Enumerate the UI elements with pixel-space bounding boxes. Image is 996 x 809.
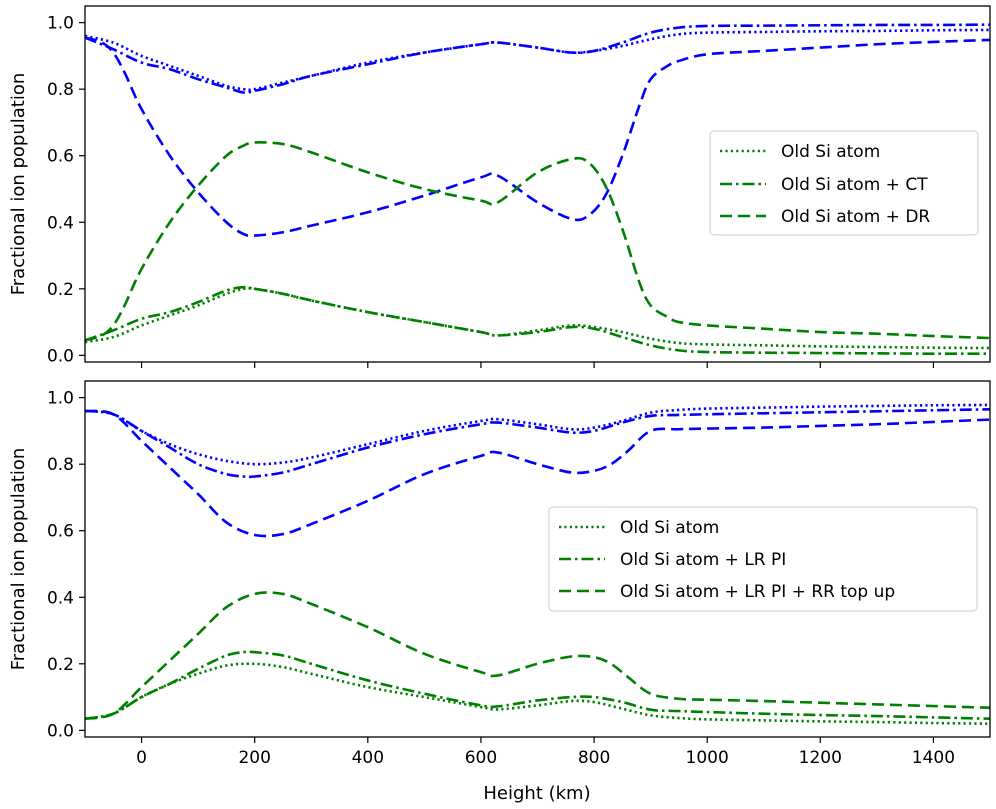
top-panel-ticks: 0.0 0.2 0.4 0.6 0.8 1.0 <box>47 14 935 368</box>
bottom-y-tick-label: 0.0 <box>47 721 74 741</box>
bottom-y-tick-label: 0.4 <box>47 588 74 608</box>
bottom-legend-box <box>548 506 978 612</box>
top-legend: Old Si atom Old Si atom + CT Old Si atom… <box>709 130 979 236</box>
top-panel: 0.0 0.2 0.4 0.6 0.8 1.0 Fractional ion popula… <box>8 5 991 368</box>
top-legend-label-0: Old Si atom <box>781 142 880 162</box>
bottom-y-axis-label: Fractional ion population <box>8 448 29 671</box>
x-axis-label: Height (km) <box>483 783 590 804</box>
bottom-series-line-2 <box>85 409 990 538</box>
bottom-legend-label-2: Old Si atom + LR PI + RR top up <box>620 582 895 602</box>
bottom-legend-label-1: Old Si atom + LR PI <box>620 550 786 570</box>
top-series-line-4 <box>85 285 990 356</box>
bottom-y-tick-label: 0.6 <box>47 522 74 542</box>
top-legend-box <box>709 130 979 236</box>
bottom-x-tick-label: 600 <box>465 748 497 768</box>
top-y-tick-label: 0.0 <box>47 346 74 366</box>
top-series-line-5 <box>85 141 990 342</box>
bottom-panel-series <box>85 403 990 725</box>
bottom-x-tick-label: 200 <box>238 748 270 768</box>
bottom-legend: Old Si atom Old Si atom + LR PI Old Si a… <box>548 506 978 612</box>
bottom-x-tick-label: 1200 <box>799 748 842 768</box>
bottom-panel-ticks: 0.0 0.2 0.4 0.6 0.8 1.0 0 200 400 600 800 1000 1200 1… <box>47 389 955 768</box>
bottom-axes-frame <box>84 380 991 738</box>
bottom-panel: 0.0 0.2 0.4 0.6 0.8 1.0 0 200 400 600 800 1000 1200 1… <box>8 380 991 804</box>
top-y-tick-label: 0.8 <box>47 80 74 100</box>
bottom-x-tick-label: 400 <box>352 748 384 768</box>
top-panel-series <box>85 23 990 356</box>
top-y-tick-label: 1.0 <box>47 14 74 34</box>
bottom-series-line-4 <box>85 650 990 720</box>
top-y-axis-label: Fractional ion population <box>8 73 29 296</box>
bottom-legend-label-0: Old Si atom <box>620 518 719 538</box>
bottom-x-tick-label: 1400 <box>912 748 955 768</box>
bottom-series-line-3 <box>85 662 990 725</box>
bottom-y-tick-label: 0.8 <box>47 455 74 475</box>
top-legend-label-2: Old Si atom + DR <box>781 207 930 227</box>
bottom-series-line-5 <box>85 591 990 720</box>
top-y-tick-label: 0.4 <box>47 213 74 233</box>
bottom-series-line-1 <box>85 407 990 479</box>
bottom-x-tick-label: 800 <box>578 748 610 768</box>
bottom-series-line-0 <box>85 403 990 466</box>
bottom-x-tick-label: 1000 <box>686 748 729 768</box>
top-axes-frame <box>84 5 991 363</box>
top-series-line-2 <box>85 36 990 238</box>
top-legend-label-1: Old Si atom + CT <box>781 175 928 195</box>
bottom-y-tick-label: 1.0 <box>47 389 74 409</box>
top-y-tick-label: 0.6 <box>47 147 74 167</box>
top-series-line-1 <box>85 23 990 94</box>
bottom-y-tick-label: 0.2 <box>47 655 74 675</box>
bottom-x-tick-label: 0 <box>136 748 147 768</box>
top-y-tick-label: 0.2 <box>47 280 74 300</box>
